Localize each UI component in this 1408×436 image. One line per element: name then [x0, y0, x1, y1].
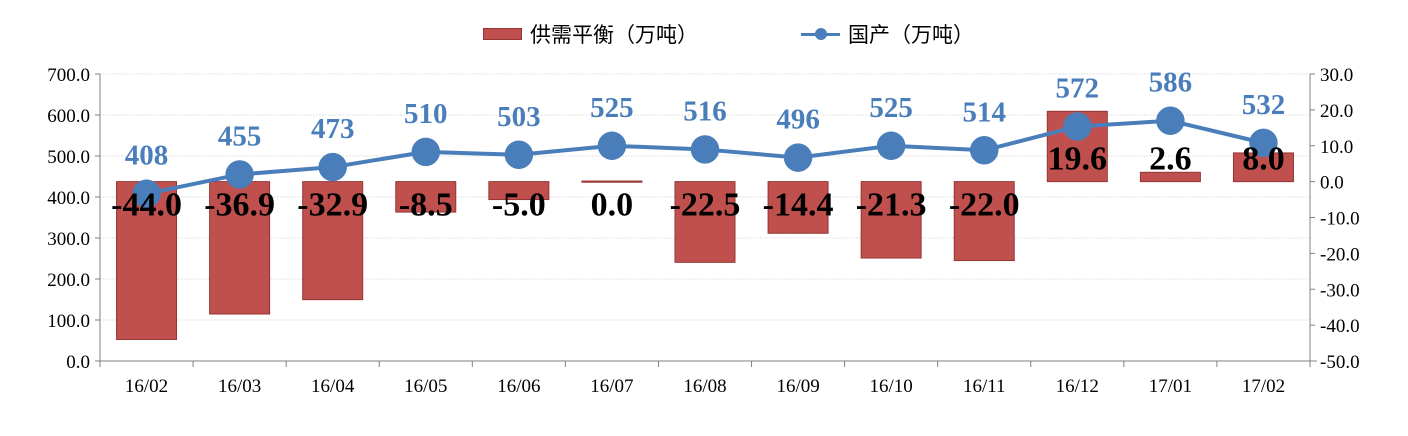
svg-text:525: 525 — [869, 92, 913, 124]
svg-text:16/03: 16/03 — [218, 376, 261, 397]
svg-text:514: 514 — [962, 96, 1006, 128]
svg-text:-22.5: -22.5 — [670, 187, 741, 224]
svg-text:525: 525 — [590, 92, 634, 124]
svg-text:-36.9: -36.9 — [204, 187, 275, 224]
svg-text:200.0: 200.0 — [47, 270, 90, 291]
svg-text:516: 516 — [683, 95, 727, 127]
svg-text:20.0: 20.0 — [1320, 101, 1353, 122]
svg-text:496: 496 — [776, 104, 820, 136]
svg-text:-10.0: -10.0 — [1320, 209, 1360, 230]
svg-text:16/07: 16/07 — [590, 376, 633, 397]
svg-text:-30.0: -30.0 — [1320, 280, 1360, 301]
svg-text:16/04: 16/04 — [311, 376, 355, 397]
svg-text:408: 408 — [125, 140, 169, 172]
svg-text:532: 532 — [1242, 89, 1286, 121]
svg-text:-32.9: -32.9 — [297, 187, 368, 224]
svg-text:-8.5: -8.5 — [399, 187, 453, 224]
svg-text:600.0: 600.0 — [47, 106, 90, 127]
svg-text:503: 503 — [497, 101, 541, 133]
svg-text:700.0: 700.0 — [47, 65, 90, 86]
svg-text:16/08: 16/08 — [683, 376, 726, 397]
svg-text:-44.0: -44.0 — [111, 187, 182, 224]
svg-text:17/01: 17/01 — [1149, 376, 1192, 397]
svg-text:16/09: 16/09 — [776, 376, 819, 397]
svg-text:16/06: 16/06 — [497, 376, 540, 397]
svg-text:473: 473 — [311, 113, 355, 145]
svg-text:16/12: 16/12 — [1056, 376, 1099, 397]
svg-text:300.0: 300.0 — [47, 229, 90, 250]
svg-text:500.0: 500.0 — [47, 147, 90, 168]
svg-text:30.0: 30.0 — [1320, 65, 1353, 86]
svg-text:0.0: 0.0 — [591, 187, 634, 224]
svg-text:16/10: 16/10 — [870, 376, 913, 397]
svg-text:17/02: 17/02 — [1242, 376, 1285, 397]
svg-text:-21.3: -21.3 — [856, 187, 927, 224]
svg-text:-20.0: -20.0 — [1320, 244, 1360, 265]
svg-text:-5.0: -5.0 — [492, 187, 546, 224]
svg-text:572: 572 — [1056, 72, 1100, 104]
svg-text:16/02: 16/02 — [125, 376, 168, 397]
svg-text:8.0: 8.0 — [1242, 141, 1285, 178]
svg-text:-50.0: -50.0 — [1320, 352, 1360, 373]
svg-text:510: 510 — [404, 98, 448, 130]
svg-text:-14.4: -14.4 — [763, 187, 834, 224]
svg-text:16/05: 16/05 — [404, 376, 447, 397]
svg-text:-22.0: -22.0 — [949, 187, 1020, 224]
svg-text:0.0: 0.0 — [1320, 173, 1344, 194]
svg-text:19.6: 19.6 — [1048, 141, 1108, 178]
svg-text:16/11: 16/11 — [963, 376, 1006, 397]
svg-text:0.0: 0.0 — [66, 352, 90, 373]
svg-text:-40.0: -40.0 — [1320, 316, 1360, 337]
svg-text:10.0: 10.0 — [1320, 137, 1353, 158]
svg-text:2.6: 2.6 — [1149, 141, 1192, 178]
svg-text:586: 586 — [1149, 67, 1193, 99]
svg-text:455: 455 — [218, 120, 262, 152]
svg-text:400.0: 400.0 — [47, 188, 90, 209]
svg-text:100.0: 100.0 — [47, 311, 90, 332]
